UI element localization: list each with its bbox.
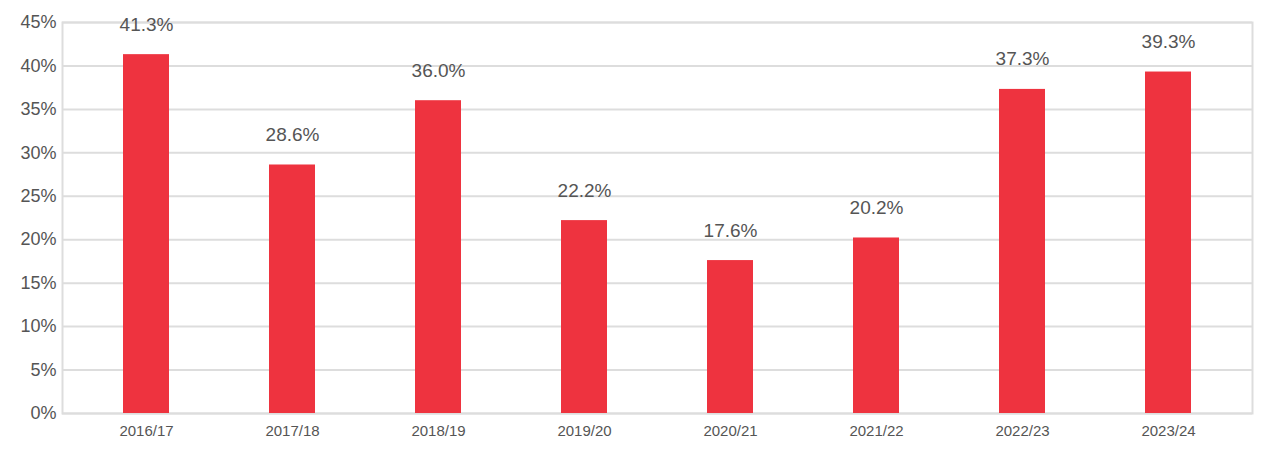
svg-text:2020/21: 2020/21 (703, 422, 757, 439)
svg-text:41.3%: 41.3% (120, 14, 174, 35)
svg-text:30%: 30% (20, 143, 56, 163)
svg-text:45%: 45% (20, 12, 56, 32)
svg-text:2018/19: 2018/19 (411, 422, 465, 439)
svg-text:37.3%: 37.3% (996, 48, 1050, 69)
svg-text:20.2%: 20.2% (850, 197, 904, 218)
svg-text:0%: 0% (30, 403, 56, 423)
svg-text:35%: 35% (20, 99, 56, 119)
svg-text:36.0%: 36.0% (412, 60, 466, 81)
svg-text:17.6%: 17.6% (704, 220, 758, 241)
svg-text:28.6%: 28.6% (266, 124, 320, 145)
svg-text:25%: 25% (20, 186, 56, 206)
svg-text:2023/24: 2023/24 (1141, 422, 1195, 439)
svg-text:15%: 15% (20, 273, 56, 293)
svg-text:2022/23: 2022/23 (995, 422, 1049, 439)
svg-text:40%: 40% (20, 56, 56, 76)
svg-text:2017/18: 2017/18 (265, 422, 319, 439)
svg-text:10%: 10% (20, 316, 56, 336)
svg-text:5%: 5% (30, 360, 56, 380)
svg-text:20%: 20% (20, 229, 56, 249)
svg-text:39.3%: 39.3% (1142, 31, 1196, 52)
svg-text:2016/17: 2016/17 (119, 422, 173, 439)
svg-text:22.2%: 22.2% (558, 180, 612, 201)
svg-text:2021/22: 2021/22 (849, 422, 903, 439)
svg-text:2019/20: 2019/20 (557, 422, 611, 439)
